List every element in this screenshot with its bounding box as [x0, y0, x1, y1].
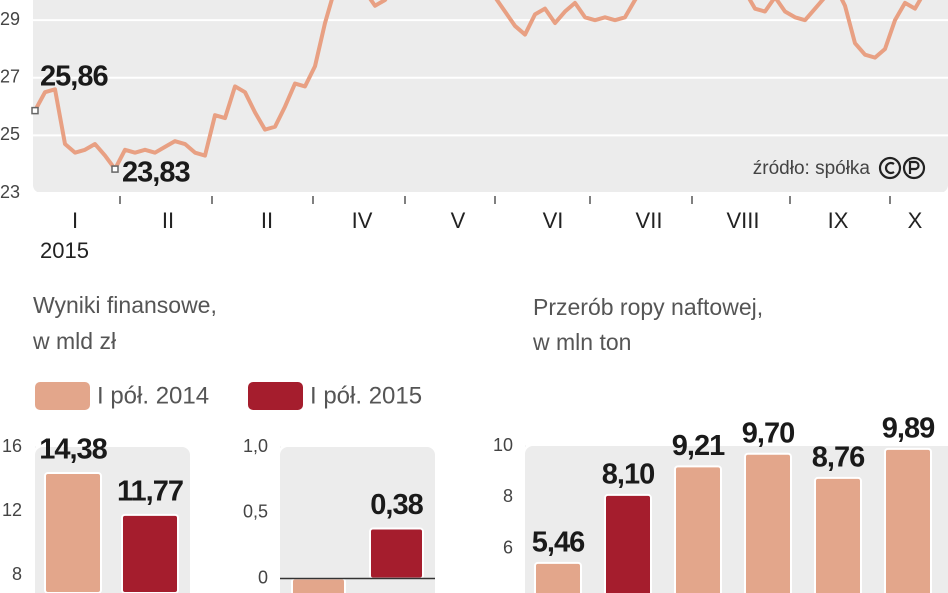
bar	[121, 513, 179, 593]
plot-background	[33, 0, 948, 193]
point-marker	[111, 165, 119, 173]
bar	[369, 527, 424, 580]
x-tick-label: VII	[636, 208, 663, 233]
y-tick-label: 8	[12, 564, 22, 584]
y-tick-label: 12	[2, 500, 22, 520]
x-tick-label: V	[451, 208, 466, 233]
chart-title: w mld zł	[32, 328, 116, 354]
value-label: 8,76	[812, 442, 865, 474]
y-tick-label: 0	[258, 567, 268, 587]
y-tick-label: 16	[2, 436, 22, 456]
x-tick-label: II	[162, 208, 174, 233]
bar	[291, 577, 346, 593]
bar	[884, 447, 932, 593]
copyright-icon	[878, 156, 926, 180]
bar	[814, 476, 862, 593]
y-tick-label: 0,5	[243, 502, 268, 522]
x-tick-label: VI	[543, 208, 564, 233]
y-tick-label: 23	[0, 182, 20, 202]
value-label: 9,21	[672, 430, 725, 462]
x-tick-label: II	[261, 208, 273, 233]
bar	[674, 465, 722, 593]
value-label: 9,89	[882, 412, 935, 444]
chart-title: Przerób ropy naftowej,	[533, 294, 763, 320]
y-tick-label: 8	[503, 486, 513, 506]
value-label: 5,46	[532, 527, 585, 559]
legend-swatch	[35, 382, 90, 410]
x-tick-label: VIII	[726, 208, 759, 233]
value-label: 25,86	[40, 60, 108, 92]
chart-title: Wyniki finansowe,	[33, 292, 217, 318]
price-line	[33, 0, 923, 172]
y-tick-label: 10	[493, 435, 513, 455]
y-tick-label: 27	[0, 67, 20, 87]
year-label: 2015	[40, 238, 89, 263]
x-tick-label: X	[908, 208, 923, 233]
legend-swatch	[248, 382, 303, 410]
chart-title: w mln ton	[532, 329, 631, 355]
x-tick-label: I	[72, 208, 78, 233]
y-tick-label: 29	[0, 9, 20, 29]
bar	[44, 471, 102, 593]
y-tick-label: 1,0	[243, 436, 268, 456]
value-label: 8,10	[602, 459, 654, 491]
legend-label: I pół. 2015	[310, 382, 422, 409]
x-tick-label: IX	[828, 208, 849, 233]
y-tick-label: 6	[503, 538, 513, 558]
value-label: 14,38	[39, 434, 107, 466]
source-note: źródło: spółka	[753, 158, 871, 179]
bar	[744, 452, 792, 593]
x-tick-label: IV	[352, 208, 373, 233]
value-label: 9,70	[742, 417, 794, 449]
bar	[604, 493, 652, 593]
y-tick-label: 25	[0, 124, 20, 144]
value-label: 0,38	[370, 489, 423, 521]
legend-label: I pół. 2014	[97, 382, 209, 409]
value-label: 11,77	[117, 476, 183, 508]
bar	[534, 561, 582, 593]
point-marker	[31, 106, 39, 115]
value-label: 23,83	[122, 157, 190, 189]
line-group	[33, 0, 923, 172]
